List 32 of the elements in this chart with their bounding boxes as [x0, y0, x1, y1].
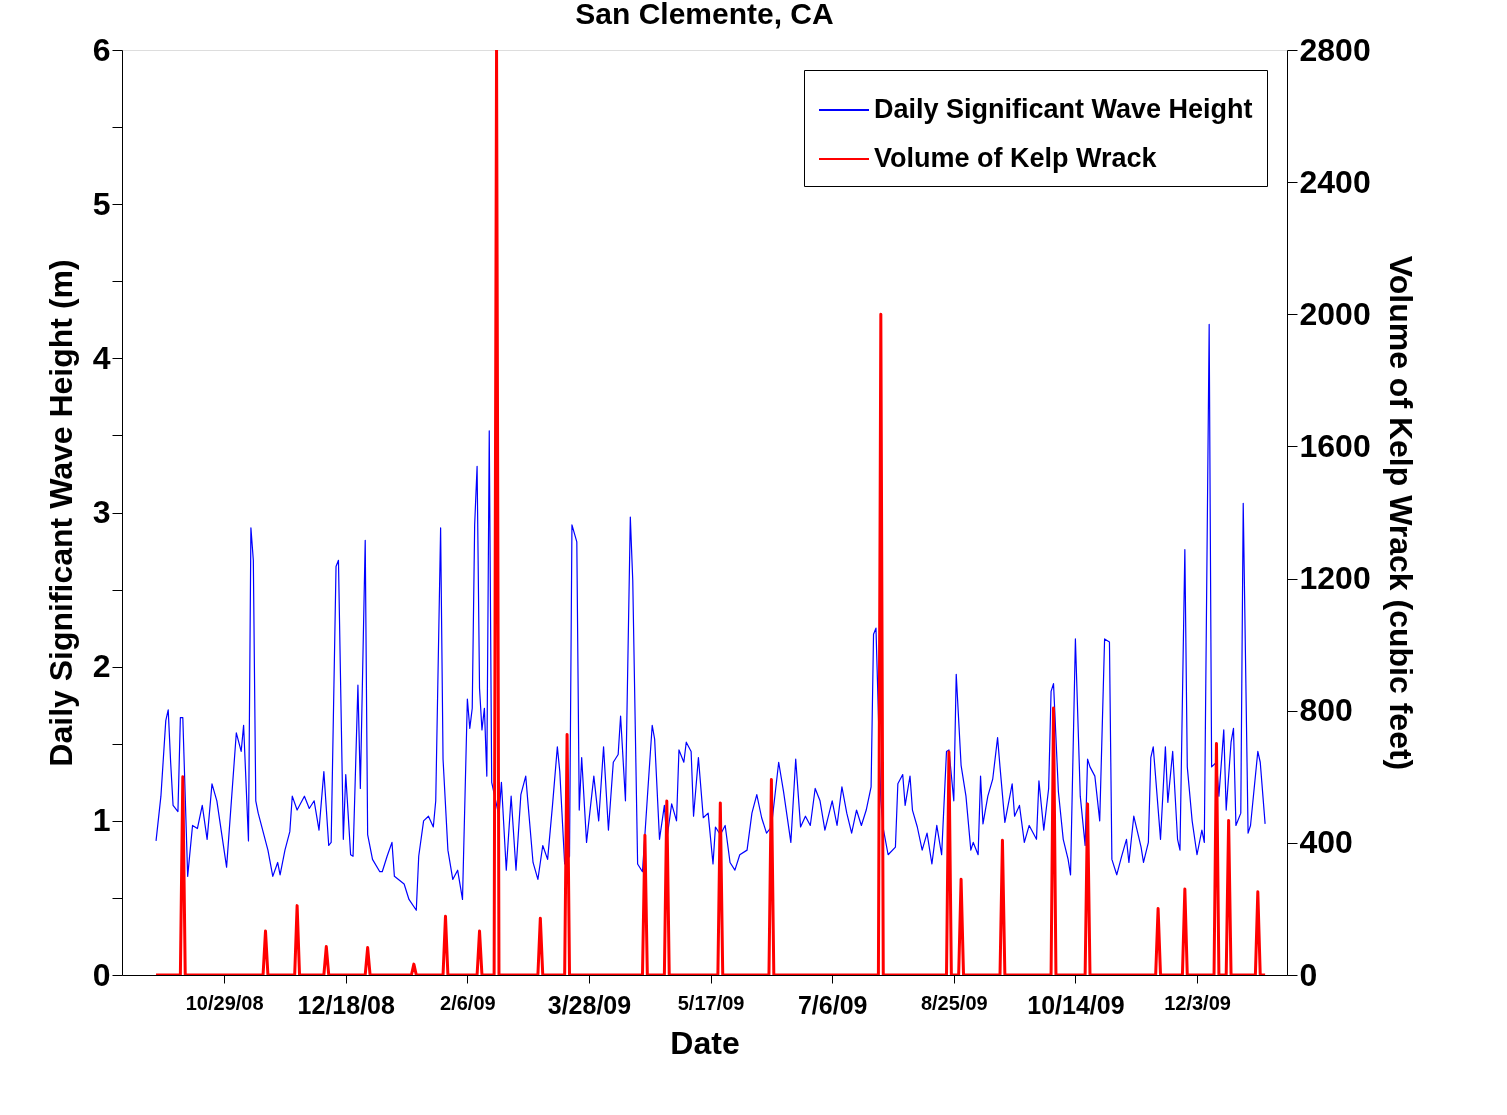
y2-tick-label: 400: [1299, 824, 1353, 861]
y2-tick-label: 1200: [1299, 560, 1371, 597]
y-tick-label: 1: [92, 802, 111, 839]
line-series: [154, 50, 1267, 975]
x-axis-title: Date: [670, 1024, 740, 1061]
x-tick-label: 12/18/08: [297, 990, 395, 1019]
legend-label: Volume of Kelp Wrack: [874, 143, 1158, 173]
y2-tick-label: 2800: [1299, 31, 1371, 68]
y-axis-title: Daily Significant Wave Height (m): [42, 259, 79, 767]
chart-title: San Clemente, CA: [575, 0, 834, 30]
y-tick-label: 3: [92, 494, 111, 530]
y-tick-label: 0: [92, 956, 111, 993]
legend-label: Daily Significant Wave Height: [874, 94, 1253, 124]
y2-tick-label: 2000: [1299, 295, 1371, 332]
x-tick-label: 7/6/09: [797, 990, 868, 1019]
y-tick-label: 2: [92, 648, 111, 685]
y2-tick-label: 800: [1299, 692, 1353, 729]
x-tick-label: 10/29/08: [185, 991, 264, 1014]
y-tick-label: 4: [92, 339, 111, 376]
y-tick-label: 5: [92, 185, 111, 222]
x-tick-label: 12/3/09: [1164, 991, 1231, 1014]
x-tick-label: 2/6/09: [440, 991, 496, 1014]
y2-tick-label: 1600: [1299, 427, 1371, 464]
line-series: [155, 323, 1266, 911]
y2-axis-title: Volume of Kelp Wrack (cubic feet): [1382, 255, 1419, 771]
x-tick-label: 3/28/09: [547, 990, 632, 1019]
y2-tick-label: 0: [1299, 956, 1318, 993]
y2-tick-label: 2400: [1299, 163, 1371, 200]
x-tick-label: 10/14/09: [1027, 990, 1125, 1019]
y-tick-label: 6: [92, 31, 111, 68]
x-tick-label: 5/17/09: [677, 991, 745, 1014]
x-tick-label: 8/25/09: [920, 991, 988, 1014]
